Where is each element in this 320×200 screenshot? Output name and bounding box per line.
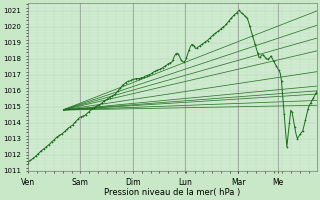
X-axis label: Pression niveau de la mer( hPa ): Pression niveau de la mer( hPa ) <box>104 188 241 197</box>
